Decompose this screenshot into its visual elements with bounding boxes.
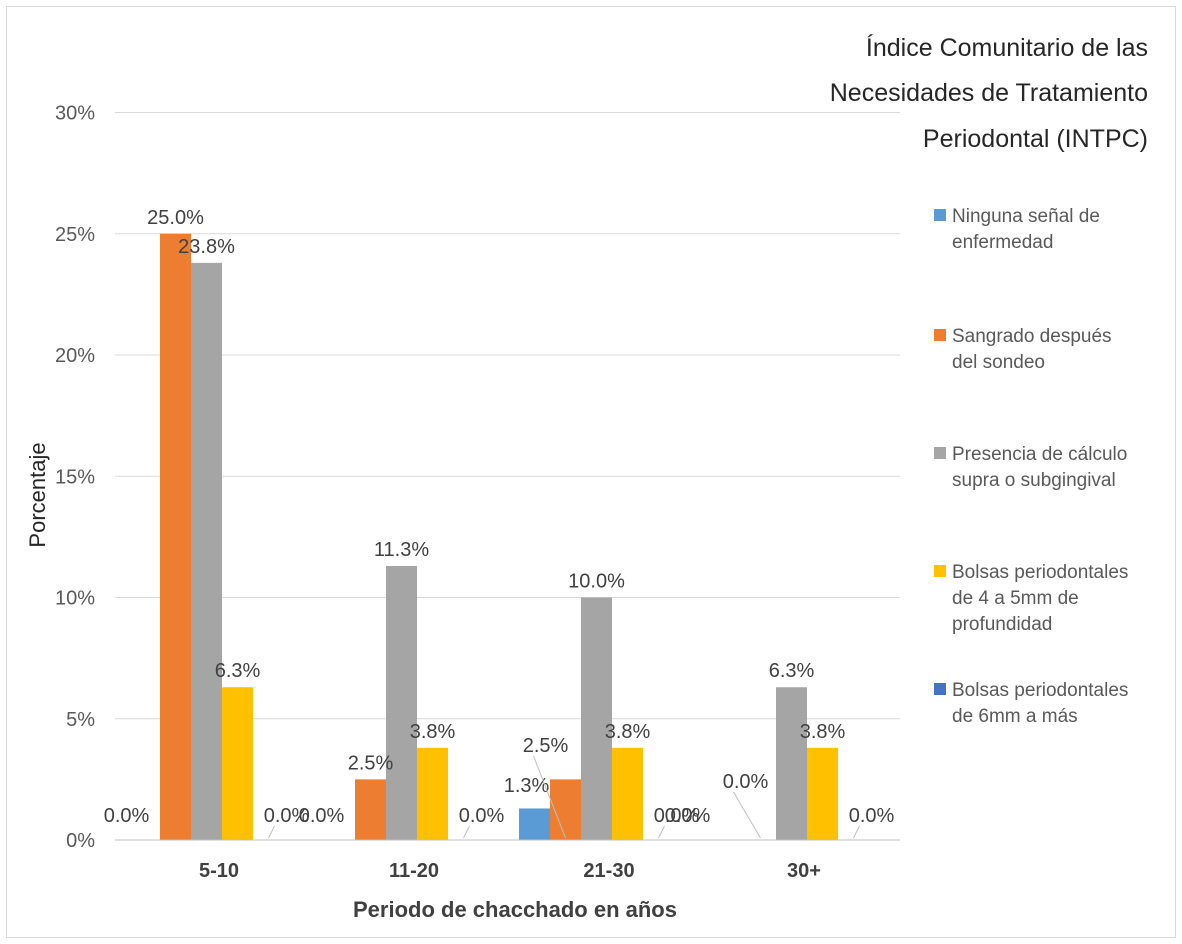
x-category-label: 21-30 bbox=[583, 860, 634, 882]
bar bbox=[550, 779, 581, 840]
data-label: 3.8% bbox=[800, 721, 846, 743]
data-label-leader bbox=[658, 825, 665, 839]
data-label: 10.0% bbox=[568, 571, 625, 593]
y-tick-label: 20% bbox=[55, 345, 95, 367]
data-label: 23.8% bbox=[178, 236, 235, 258]
x-category-label: 11-20 bbox=[389, 860, 439, 882]
data-label: 6.3% bbox=[769, 660, 815, 682]
chart-title-line: Periodontal (INTPC) bbox=[923, 125, 1148, 153]
data-label: 0.0% bbox=[459, 805, 505, 827]
chart-title-line: Índice Comunitario de las bbox=[866, 33, 1148, 62]
data-label: 25.0% bbox=[147, 207, 204, 229]
legend-swatch bbox=[934, 565, 946, 577]
bar bbox=[355, 779, 386, 840]
data-label: 0.0% bbox=[299, 805, 345, 827]
chart-title-line: Necesidades de Tratamiento bbox=[830, 79, 1148, 107]
data-labels: 0.0% 0.0%1.3%0.0%25.0%2.5%2.5%0.0%23.8%11… bbox=[104, 207, 895, 839]
bar bbox=[160, 233, 191, 840]
data-label-leader bbox=[733, 791, 761, 839]
data-label: 2.5% bbox=[523, 735, 569, 757]
y-tick-label: 0% bbox=[66, 830, 95, 852]
legend-label: de 6mm a más bbox=[952, 706, 1078, 727]
legend-label: Bolsas periodontales bbox=[952, 680, 1128, 701]
bar bbox=[612, 747, 643, 840]
data-label-leader bbox=[533, 755, 566, 839]
legend-swatch bbox=[934, 683, 946, 695]
bar bbox=[807, 747, 838, 840]
data-label: 0.0% bbox=[104, 805, 150, 827]
bar bbox=[222, 687, 253, 840]
data-label-leader bbox=[268, 825, 275, 839]
data-label: 0.0% bbox=[654, 805, 700, 827]
bar bbox=[776, 687, 807, 840]
y-tick-label: 25% bbox=[55, 224, 95, 246]
x-axis-title: Periodo de chacchado en años bbox=[353, 897, 677, 922]
data-label-leader bbox=[463, 825, 470, 839]
legend-label: profundidad bbox=[952, 614, 1052, 635]
legend-label: enfermedad bbox=[952, 232, 1053, 253]
legend-label: supra o subgingival bbox=[952, 470, 1116, 491]
bar bbox=[191, 262, 222, 841]
legend: Ninguna señal de enfermedad Sangrado despu… bbox=[934, 206, 1128, 727]
chart-title: Índice Comunitario de las Necesidades de … bbox=[830, 33, 1148, 153]
bar bbox=[386, 565, 417, 840]
legend-label: Sangrado después bbox=[952, 326, 1112, 347]
y-axis-title: Porcentaje bbox=[25, 442, 50, 547]
y-tick-label: 15% bbox=[55, 466, 95, 488]
y-tick-label: 5% bbox=[66, 709, 95, 731]
data-label: 2.5% bbox=[348, 752, 394, 774]
data-label: 1.3% bbox=[504, 775, 550, 797]
data-label-leader bbox=[853, 825, 860, 839]
legend-swatch bbox=[934, 209, 946, 221]
data-label: 0.0% bbox=[849, 805, 895, 827]
legend-label: Ninguna señal de bbox=[952, 206, 1100, 227]
gridlines bbox=[115, 112, 900, 720]
legend-label: del sondeo bbox=[952, 352, 1045, 373]
data-label: 0.0% bbox=[723, 771, 769, 793]
data-label: 11.3% bbox=[374, 539, 429, 561]
data-label: 6.3% bbox=[215, 660, 261, 682]
data-label: 0.0% bbox=[665, 805, 711, 827]
data-label: 0.0% bbox=[264, 805, 310, 827]
y-tick-label: 30% bbox=[55, 103, 95, 125]
legend-swatch bbox=[934, 329, 946, 341]
bars bbox=[160, 233, 838, 841]
bar bbox=[417, 747, 448, 840]
x-category-label: 5-10 bbox=[199, 860, 239, 882]
data-label: 3.8% bbox=[605, 721, 651, 743]
legend-label: de 4 a 5mm de bbox=[952, 588, 1079, 609]
axes: 0% 5% 10% 15% 20% 25% 30% 5-10 11-20 21-30 30+ Peri… bbox=[25, 103, 900, 922]
bar bbox=[519, 808, 550, 840]
data-label: 3.8% bbox=[410, 721, 456, 743]
legend-swatch bbox=[934, 447, 946, 459]
x-category-label: 30+ bbox=[787, 860, 821, 882]
y-tick-label: 10% bbox=[55, 588, 95, 610]
legend-label: Bolsas periodontales bbox=[952, 562, 1128, 583]
legend-label: Presencia de cálculo bbox=[952, 444, 1127, 465]
bar bbox=[581, 597, 612, 840]
